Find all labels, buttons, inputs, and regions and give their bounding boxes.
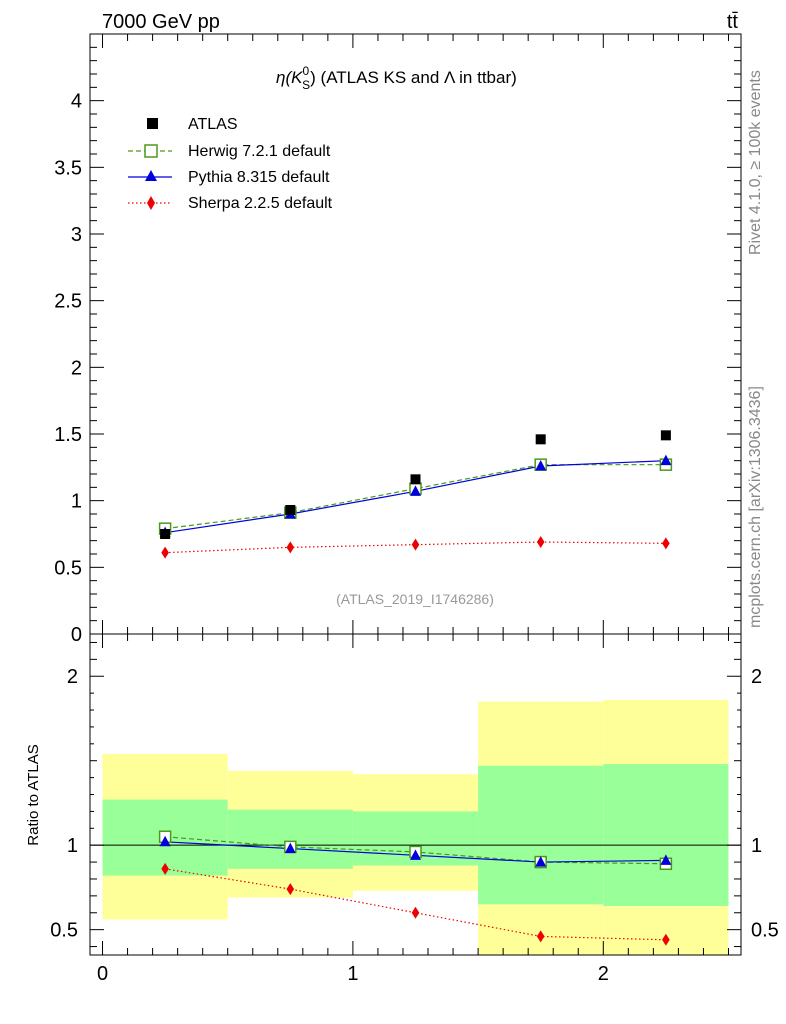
atlas-point [285, 505, 296, 515]
legend-label-herwig: Herwig 7.2.1 default [188, 143, 331, 160]
series-line-pythia [165, 460, 666, 534]
legend-label-pythia: Pythia 8.315 default [188, 169, 330, 186]
legend: ATLAS Herwig 7.2.1 default Pythia 8.315 … [128, 116, 333, 212]
atlas-point [160, 529, 171, 539]
pythia-point [660, 854, 672, 865]
ratio-y-tick-label-right: 0.5 [751, 920, 779, 942]
chart-title: η(K0 S) (ATLAS KS and Λ in ttbar) [276, 64, 517, 92]
pythia-point [284, 842, 296, 854]
legend-marker-atlas [147, 118, 158, 129]
analysis-id: (ATLAS_2019_I1746286) [336, 591, 494, 607]
ratio-y-tick-label-right: 2 [751, 666, 762, 688]
main-panel: 0 0.5 1 1.5 2 2.5 3 3.5 4 η(K0 S) (ATLAS KS and Λ… [54, 33, 742, 646]
sherpa-point [411, 538, 420, 551]
legend-label-sherpa: Sherpa 2.2.5 default [188, 195, 333, 212]
sherpa-point [536, 536, 545, 548]
ratio-y-tick-label: 2 [67, 666, 78, 688]
atlas-point [410, 474, 421, 485]
pythia-point [660, 454, 672, 466]
ratio-y-tick-label: 1 [67, 835, 78, 857]
sherpa-point [161, 546, 169, 559]
ratio-band-1sigma [478, 765, 604, 905]
pythia-point [535, 856, 547, 867]
sherpa-point [161, 862, 169, 875]
sherpa-point [536, 930, 545, 943]
ratio-y-tick-labels: 0.5 0.5 1 1 2 2 [50, 666, 779, 941]
series-line-herwig [165, 464, 666, 530]
main-y-tick-labels: 0 0.5 1 1.5 2 2.5 3 3.5 4 [54, 91, 82, 646]
ratio-y-tick-label: 0.5 [50, 920, 78, 942]
header-energy: 7000 GeV pp [102, 11, 220, 33]
main-axis-ticks [90, 33, 741, 635]
main-y-tick-label: 2 [71, 357, 82, 379]
legend-marker-sherpa [147, 196, 155, 210]
ratio-band-1sigma [603, 764, 729, 907]
x-tick-label: 1 [347, 963, 358, 985]
main-y-tick-label: 0 [71, 624, 82, 646]
pythia-point [410, 485, 421, 496]
ratio-y-tick-label-right: 1 [751, 835, 762, 857]
ratio-axis-ticks [90, 634, 741, 955]
main-y-tick-label: 2.5 [54, 291, 82, 313]
main-series-group [158, 430, 673, 559]
legend-marker-pythia [145, 170, 157, 181]
series-line-sherpa [165, 868, 666, 941]
x-tick-label: 0 [97, 963, 108, 985]
pythia-point [535, 460, 547, 471]
main-y-tick-label: 1.5 [54, 424, 82, 446]
legend-marker-herwig [144, 144, 158, 158]
sherpa-point [411, 906, 420, 919]
sherpa-point [662, 933, 670, 946]
main-y-tick-label: 1 [71, 491, 82, 513]
ratio-band-1sigma [227, 809, 353, 869]
atlas-point [535, 434, 546, 445]
sherpa-point [286, 541, 295, 554]
rivet-version-label: Rivet 4.1.0, ≥ 100k events [747, 70, 764, 255]
sherpa-point [286, 883, 295, 896]
main-y-tick-label: 0.5 [54, 557, 82, 579]
x-tick-labels: 0 1 2 [97, 963, 609, 985]
pythia-point [159, 835, 171, 847]
x-tick-label: 2 [598, 963, 609, 985]
main-y-tick-label: 3 [71, 224, 82, 246]
sherpa-point [662, 537, 670, 550]
ratio-y-axis-label: Ratio to ATLAS [25, 744, 42, 845]
main-y-tick-label: 4 [71, 91, 82, 113]
series-line-sherpa [165, 541, 666, 554]
ratio-panel: 0.5 0.5 1 1 2 2 Ratio to ATLAS [25, 633, 779, 956]
header-process: tt̄ [727, 11, 739, 33]
legend-label-atlas: ATLAS [188, 116, 238, 133]
pythia-point [410, 849, 421, 860]
mcplots-label: mcplots.cern.ch [arXiv:1306.3436] [747, 386, 764, 628]
atlas-point [660, 430, 671, 441]
main-y-tick-label: 3.5 [54, 157, 82, 179]
ratio-series-group [158, 830, 673, 946]
